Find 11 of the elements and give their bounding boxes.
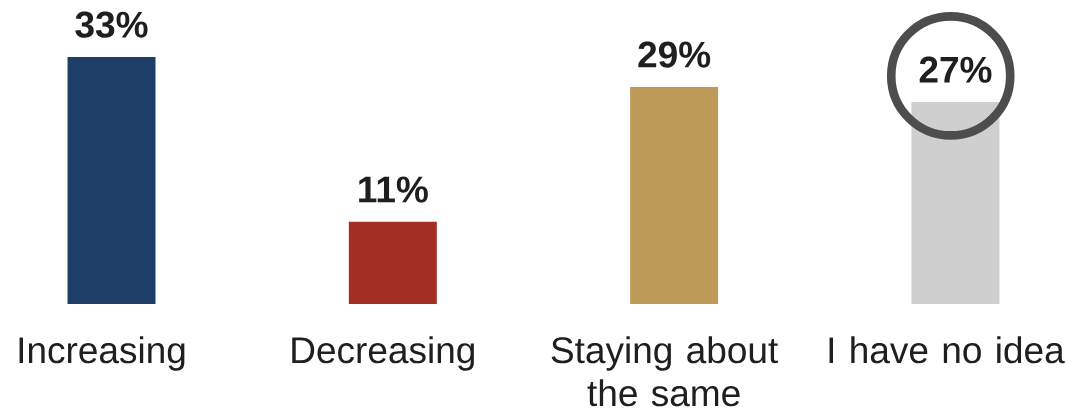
bar [630,86,719,304]
x-tick-label: Decreasing [292,336,474,371]
data-label: 11% [359,176,428,203]
data-label: 27% [919,56,992,83]
x-tick-label: I have no idea [829,336,1065,364]
data-label: 33% [75,11,148,38]
bar [67,56,156,304]
x-tick-label: Staying about the same [551,336,778,407]
bar [348,221,437,304]
data-label: 29% [638,41,711,68]
x-tick-label: Increasing [19,336,185,371]
